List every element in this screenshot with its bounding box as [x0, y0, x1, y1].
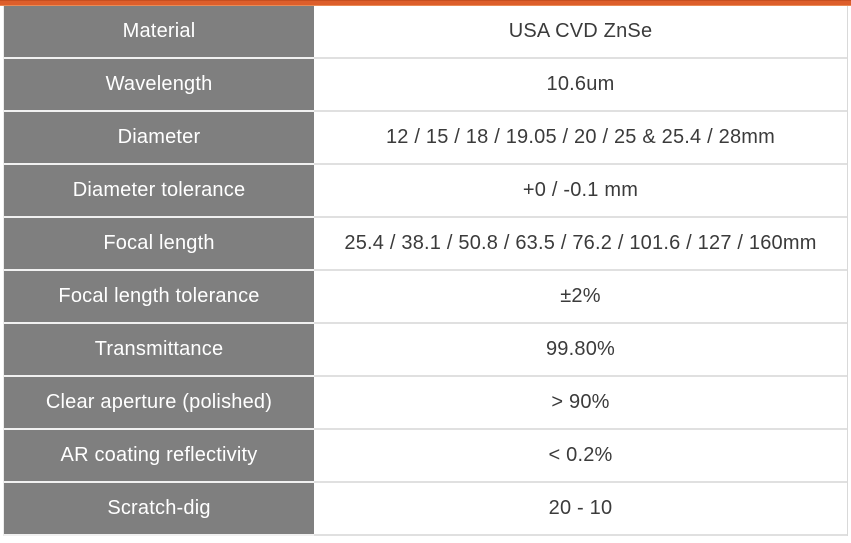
- spec-value: USA CVD ZnSe: [314, 6, 847, 59]
- spec-label: Scratch-dig: [4, 483, 314, 536]
- spec-label: Transmittance: [4, 324, 314, 377]
- spec-label: Material: [4, 6, 314, 59]
- spec-value: +0 / -0.1 mm: [314, 165, 847, 218]
- spec-value: 20 - 10: [314, 483, 847, 536]
- table-row: Wavelength 10.6um: [4, 59, 847, 112]
- spec-label: Clear aperture (polished): [4, 377, 314, 430]
- table-row: Focal length 25.4 / 38.1 / 50.8 / 63.5 /…: [4, 218, 847, 271]
- spec-label: Focal length tolerance: [4, 271, 314, 324]
- table-row: Clear aperture (polished) > 90%: [4, 377, 847, 430]
- spec-label: Diameter tolerance: [4, 165, 314, 218]
- spec-value: 25.4 / 38.1 / 50.8 / 63.5 / 76.2 / 101.6…: [314, 218, 847, 271]
- spec-value: 12 / 15 / 18 / 19.05 / 20 / 25 & 25.4 / …: [314, 112, 847, 165]
- table-row: Transmittance 99.80%: [4, 324, 847, 377]
- table-row: Material USA CVD ZnSe: [4, 6, 847, 59]
- spec-label: Wavelength: [4, 59, 314, 112]
- accent-top-bar: [0, 0, 851, 6]
- spec-label: Focal length: [4, 218, 314, 271]
- table-row: AR coating reflectivity < 0.2%: [4, 430, 847, 483]
- spec-value: 99.80%: [314, 324, 847, 377]
- spec-value: 10.6um: [314, 59, 847, 112]
- spec-label: Diameter: [4, 112, 314, 165]
- spec-value: ±2%: [314, 271, 847, 324]
- spec-table: Material USA CVD ZnSe Wavelength 10.6um …: [3, 6, 848, 536]
- spec-value: < 0.2%: [314, 430, 847, 483]
- table-row: Scratch-dig 20 - 10: [4, 483, 847, 536]
- table-row: Focal length tolerance ±2%: [4, 271, 847, 324]
- spec-value: > 90%: [314, 377, 847, 430]
- spec-label: AR coating reflectivity: [4, 430, 314, 483]
- table-row: Diameter 12 / 15 / 18 / 19.05 / 20 / 25 …: [4, 112, 847, 165]
- table-row: Diameter tolerance +0 / -0.1 mm: [4, 165, 847, 218]
